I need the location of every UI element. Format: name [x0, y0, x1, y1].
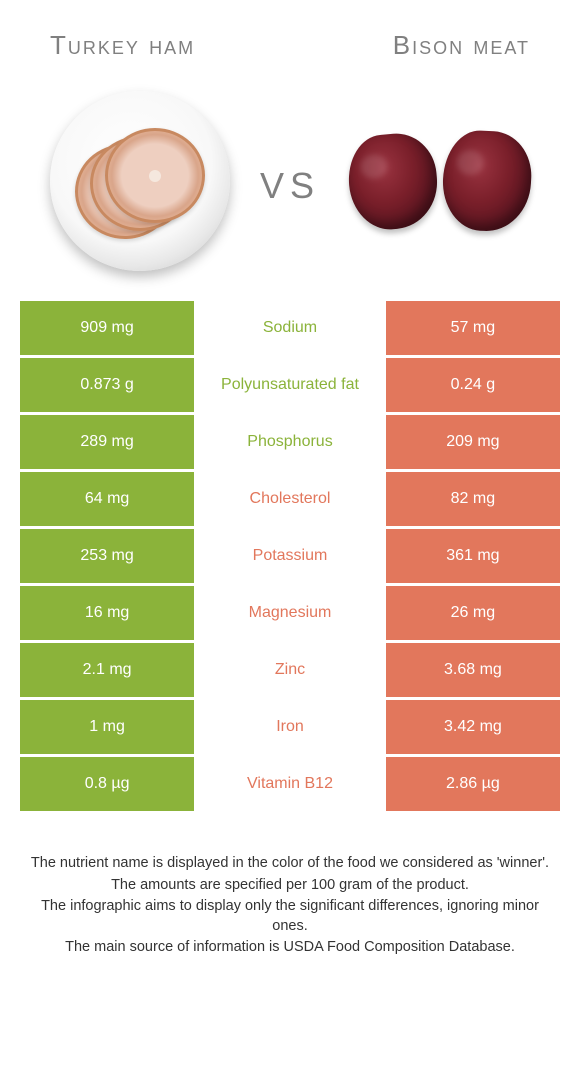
left-value-cell: 253 mg: [20, 529, 194, 583]
meat-piece-icon: [345, 130, 441, 232]
nutrient-label-cell: Polyunsaturated fat: [194, 358, 386, 412]
comparison-table: 909 mgSodium57 mg0.873 gPolyunsaturated …: [0, 301, 580, 814]
ham-slice-icon: [105, 128, 205, 223]
footer-notes: The nutrient name is displayed in the co…: [0, 814, 580, 990]
table-row: 0.8 µgVitamin B122.86 µg: [20, 757, 560, 811]
footer-line: The nutrient name is displayed in the co…: [30, 854, 550, 874]
left-value-cell: 64 mg: [20, 472, 194, 526]
nutrient-label-cell: Potassium: [194, 529, 386, 583]
right-value-cell: 26 mg: [386, 586, 560, 640]
right-value-cell: 209 mg: [386, 415, 560, 469]
meat-piece-icon: [440, 129, 533, 233]
right-food-title: Bison meat: [393, 30, 530, 61]
left-food-title: Turkey ham: [50, 30, 195, 61]
right-value-cell: 57 mg: [386, 301, 560, 355]
table-row: 289 mgPhosphorus209 mg: [20, 415, 560, 469]
table-row: 253 mgPotassium361 mg: [20, 529, 560, 583]
table-row: 2.1 mgZinc3.68 mg: [20, 643, 560, 697]
right-value-cell: 361 mg: [386, 529, 560, 583]
right-value-cell: 3.42 mg: [386, 700, 560, 754]
footer-line: The infographic aims to display only the…: [30, 897, 550, 936]
right-value-cell: 2.86 µg: [386, 757, 560, 811]
left-value-cell: 1 mg: [20, 700, 194, 754]
left-value-cell: 909 mg: [20, 301, 194, 355]
infographic-container: Turkey ham Bison meat vs 909 mgSodium57 …: [0, 0, 580, 1084]
right-value-cell: 3.68 mg: [386, 643, 560, 697]
table-row: 0.873 gPolyunsaturated fat0.24 g: [20, 358, 560, 412]
nutrient-label-cell: Zinc: [194, 643, 386, 697]
right-value-cell: 82 mg: [386, 472, 560, 526]
footer-line: The main source of information is USDA F…: [30, 938, 550, 958]
titles-row: Turkey ham Bison meat: [0, 0, 580, 71]
footer-line: The amounts are specified per 100 gram o…: [30, 876, 550, 896]
nutrient-label-cell: Cholesterol: [194, 472, 386, 526]
nutrient-label-cell: Iron: [194, 700, 386, 754]
nutrient-label-cell: Vitamin B12: [194, 757, 386, 811]
nutrient-label-cell: Phosphorus: [194, 415, 386, 469]
table-row: 909 mgSodium57 mg: [20, 301, 560, 355]
left-value-cell: 0.8 µg: [20, 757, 194, 811]
left-food-image: [40, 91, 240, 271]
table-row: 16 mgMagnesium26 mg: [20, 586, 560, 640]
table-row: 64 mgCholesterol82 mg: [20, 472, 560, 526]
left-value-cell: 0.873 g: [20, 358, 194, 412]
left-value-cell: 16 mg: [20, 586, 194, 640]
left-value-cell: 289 mg: [20, 415, 194, 469]
right-food-image: [340, 91, 540, 271]
left-value-cell: 2.1 mg: [20, 643, 194, 697]
nutrient-label-cell: Sodium: [194, 301, 386, 355]
images-row: vs: [0, 71, 580, 301]
plate-icon: [50, 91, 230, 271]
vs-label: vs: [260, 151, 320, 211]
right-value-cell: 0.24 g: [386, 358, 560, 412]
nutrient-label-cell: Magnesium: [194, 586, 386, 640]
table-row: 1 mgIron3.42 mg: [20, 700, 560, 754]
